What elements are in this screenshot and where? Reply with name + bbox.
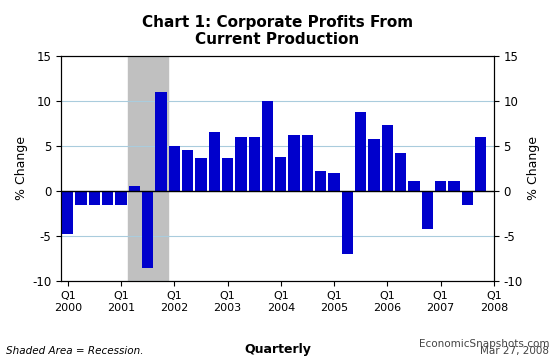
Text: Shaded Area = Recession.: Shaded Area = Recession.	[6, 346, 143, 356]
Bar	[422, 191, 433, 229]
Text: Mar 27, 2008: Mar 27, 2008	[481, 346, 549, 356]
Bar	[329, 173, 340, 191]
Bar	[129, 186, 140, 191]
Text: Quarterly: Quarterly	[244, 343, 311, 356]
Bar	[395, 153, 406, 191]
Bar	[169, 146, 180, 191]
Y-axis label: % Change: % Change	[15, 136, 28, 201]
Bar	[209, 132, 220, 191]
Bar	[249, 137, 260, 191]
Bar	[75, 191, 87, 204]
Bar	[448, 181, 460, 191]
Bar	[315, 171, 326, 191]
Bar	[128, 55, 168, 281]
Bar	[155, 92, 166, 191]
Bar	[355, 112, 366, 191]
Bar	[89, 191, 100, 204]
Bar	[235, 137, 246, 191]
Bar	[302, 135, 313, 191]
Bar	[369, 139, 380, 191]
Bar	[115, 191, 127, 204]
Bar	[342, 191, 353, 254]
Bar	[275, 157, 286, 191]
Bar	[182, 150, 193, 191]
Bar	[262, 101, 273, 191]
Bar	[195, 158, 206, 191]
Text: EconomicSnapshots.com: EconomicSnapshots.com	[419, 339, 549, 349]
Bar	[435, 181, 446, 191]
Bar	[408, 181, 420, 191]
Bar	[475, 137, 486, 191]
Bar	[142, 191, 153, 268]
Y-axis label: % Change: % Change	[527, 136, 540, 201]
Bar	[62, 191, 73, 234]
Bar	[289, 135, 300, 191]
Bar	[382, 125, 393, 191]
Bar	[462, 191, 473, 204]
Title: Chart 1: Corporate Profits From
Current Production: Chart 1: Corporate Profits From Current …	[142, 15, 413, 48]
Bar	[222, 158, 233, 191]
Bar	[102, 191, 113, 204]
